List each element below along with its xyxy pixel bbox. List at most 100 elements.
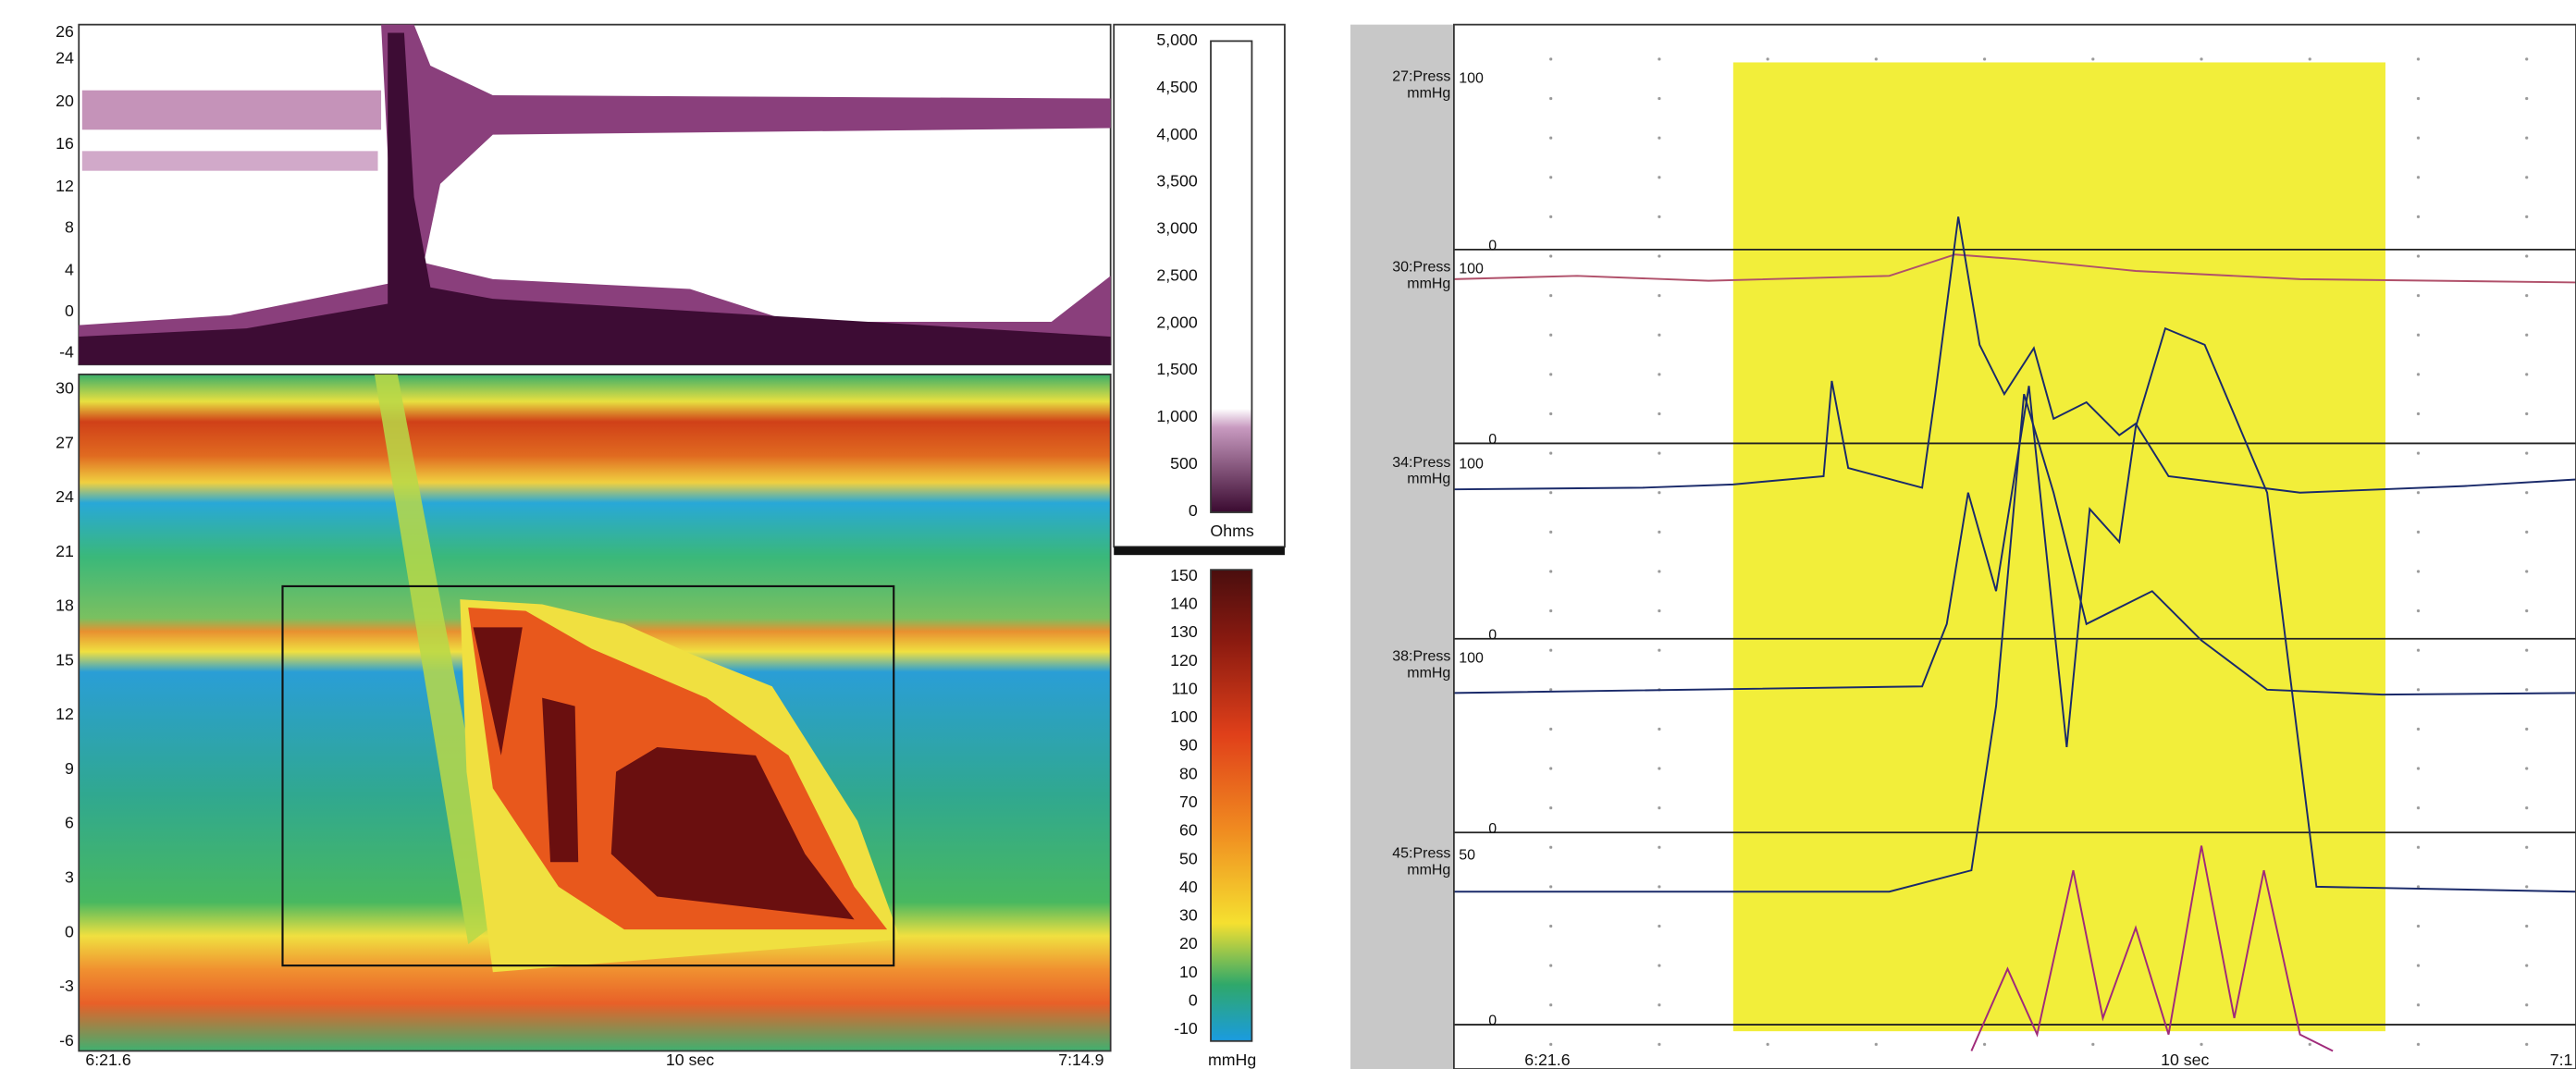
impedance-core bbox=[79, 32, 1111, 365]
time-label: 10 sec bbox=[2161, 1051, 2209, 1069]
channel-top: 100 bbox=[1459, 261, 1484, 276]
y-tick-label: 16 bbox=[55, 134, 74, 153]
impedance-area bbox=[79, 24, 1111, 365]
scale-tick-label: 40 bbox=[1179, 878, 1198, 896]
trace bbox=[1453, 253, 2576, 284]
scale-tick-label: 10 bbox=[1179, 963, 1198, 981]
scale-tick-label: 4,000 bbox=[1156, 125, 1198, 143]
scale-tick-label: 50 bbox=[1179, 849, 1198, 867]
y-tick-label: 3 bbox=[65, 868, 74, 887]
divider bbox=[1114, 547, 1285, 556]
time-label: 6:21.6 bbox=[85, 1051, 130, 1069]
scale-tick-label: 2,000 bbox=[1156, 313, 1198, 331]
scale-tick-label: 3,500 bbox=[1156, 172, 1198, 190]
channel-unit: mmHg bbox=[1407, 665, 1450, 681]
baselines bbox=[1453, 249, 2576, 1026]
scale-tick-label: 130 bbox=[1170, 622, 1198, 641]
selection-box bbox=[281, 584, 895, 967]
channel-top: 100 bbox=[1459, 457, 1484, 473]
ohms-scale-box bbox=[1113, 23, 1286, 548]
scale-tick-label: 500 bbox=[1170, 454, 1198, 473]
channel-name: 38:Press bbox=[1392, 649, 1450, 665]
y-tick-label: 27 bbox=[55, 433, 74, 451]
time-label: 7:1 bbox=[2550, 1051, 2573, 1069]
trace bbox=[1970, 845, 2334, 1052]
channel-unit: mmHg bbox=[1407, 862, 1450, 878]
trace bbox=[1453, 216, 2576, 494]
scale-tick-label: 100 bbox=[1170, 707, 1198, 726]
scale-unit: Ohms bbox=[1210, 522, 1253, 540]
scale-unit: mmHg bbox=[1208, 1051, 1256, 1069]
y-tick-label: 0 bbox=[65, 922, 74, 940]
y-tick-label: 24 bbox=[55, 487, 74, 506]
y-tick-label: -6 bbox=[59, 1031, 74, 1050]
channel-zero: 0 bbox=[1488, 432, 1497, 448]
highlight bbox=[1732, 62, 2385, 1032]
trace-frame bbox=[1453, 23, 2576, 1069]
y-tick-label: -4 bbox=[59, 342, 74, 361]
scale-tick-label: 120 bbox=[1170, 651, 1198, 670]
y-tick-label: 18 bbox=[55, 596, 74, 615]
scale-tick-label: 1,500 bbox=[1156, 360, 1198, 378]
scale-tick-label: 1,000 bbox=[1156, 407, 1198, 425]
channel-name: 30:Press bbox=[1392, 260, 1450, 276]
scale-tick-label: 5,000 bbox=[1156, 31, 1198, 49]
channel-unit: mmHg bbox=[1407, 472, 1450, 487]
scale-tick-label: 140 bbox=[1170, 595, 1198, 613]
time-label: 6:21.6 bbox=[1524, 1051, 1570, 1069]
scale-tick-label: 60 bbox=[1179, 821, 1198, 840]
scale-tick-label: 110 bbox=[1171, 679, 1197, 697]
channel-zero: 0 bbox=[1488, 627, 1497, 643]
scale-tick-label: 70 bbox=[1179, 793, 1198, 811]
scale-tick-label: -10 bbox=[1174, 1019, 1198, 1038]
channel-zero: 0 bbox=[1488, 1014, 1497, 1029]
scale-tick-label: 2,500 bbox=[1156, 265, 1198, 284]
y-tick-label: 15 bbox=[55, 650, 74, 669]
channel-name: 34:Press bbox=[1392, 455, 1450, 471]
channel-top: 100 bbox=[1459, 70, 1484, 86]
scale-tick-label: 3,000 bbox=[1156, 219, 1198, 238]
channel-top: 100 bbox=[1459, 650, 1484, 666]
trace bbox=[1453, 393, 2576, 893]
contraction-peak bbox=[473, 627, 855, 920]
scale-tick-label: 80 bbox=[1179, 764, 1198, 782]
y-tick-label: 24 bbox=[55, 49, 74, 68]
channel-unit: mmHg bbox=[1407, 85, 1450, 101]
channel-zero: 0 bbox=[1488, 821, 1497, 837]
y-tick-label: 4 bbox=[65, 261, 74, 279]
scale-tick-label: 0 bbox=[1189, 501, 1198, 520]
impedance-band bbox=[81, 151, 378, 171]
scale-tick-label: 90 bbox=[1179, 736, 1198, 755]
scale-tick-label: 20 bbox=[1179, 934, 1198, 952]
y-tick-label: 9 bbox=[65, 759, 74, 778]
scale-tick-label: 0 bbox=[1189, 990, 1198, 1009]
trace bbox=[1453, 326, 2576, 893]
channel-name: 27:Press bbox=[1392, 69, 1450, 85]
channel-top: 50 bbox=[1459, 847, 1475, 863]
scale-tick-label: 4,500 bbox=[1156, 78, 1198, 96]
y-tick-label: 12 bbox=[55, 177, 74, 195]
channel-zero: 0 bbox=[1488, 239, 1497, 254]
channel-unit: mmHg bbox=[1407, 276, 1450, 291]
channel-column bbox=[1350, 24, 1454, 1069]
channel-name: 45:Press bbox=[1392, 846, 1450, 862]
pressure-colorbar bbox=[1210, 569, 1253, 1042]
y-tick-label: 26 bbox=[55, 22, 74, 41]
y-tick-label: 20 bbox=[55, 92, 74, 110]
scale-tick-label: 30 bbox=[1179, 906, 1198, 925]
scale-tick-label: 150 bbox=[1170, 566, 1198, 584]
y-tick-label: 0 bbox=[65, 301, 74, 320]
time-label: 7:14.9 bbox=[1058, 1051, 1103, 1069]
y-tick-label: 21 bbox=[55, 542, 74, 560]
impedance-band bbox=[81, 90, 382, 130]
y-tick-label: 6 bbox=[65, 814, 74, 832]
y-tick-label: 30 bbox=[55, 379, 74, 398]
y-tick-label: 8 bbox=[65, 218, 74, 237]
time-label: 10 sec bbox=[666, 1051, 714, 1069]
transition-band bbox=[374, 374, 501, 945]
y-tick-label: 12 bbox=[55, 705, 74, 723]
y-tick-label: -3 bbox=[59, 977, 74, 995]
ohms-colorbar bbox=[1210, 40, 1253, 513]
